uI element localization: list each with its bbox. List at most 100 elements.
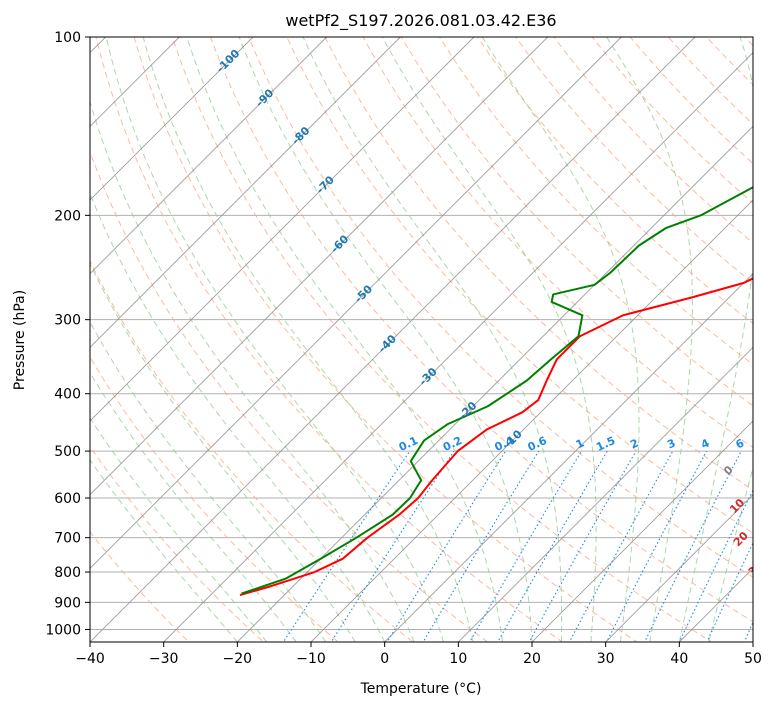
dry-adiabat bbox=[171, 37, 713, 642]
moist-adiabat bbox=[90, 459, 238, 642]
dry-adiabat bbox=[90, 150, 489, 642]
dewpoint-profile bbox=[241, 186, 753, 595]
x-tick-label: 50 bbox=[744, 651, 762, 667]
dry-adiabat bbox=[95, 37, 564, 642]
mixing-ratio-line bbox=[497, 450, 608, 642]
dry-adiabat bbox=[362, 37, 753, 449]
moist-adiabat-label: 0 bbox=[721, 463, 736, 478]
y-axis-label: Pressure (hPa) bbox=[12, 290, 28, 390]
moist-adiabat-label: 10 bbox=[727, 496, 747, 516]
y-tick-label: 400 bbox=[54, 387, 81, 403]
y-axis-ticks: 100 200 300 400 500 600 700 800 900 1000 bbox=[45, 30, 90, 638]
mixing-ratio-line bbox=[386, 450, 507, 642]
mixing-ratio-line bbox=[330, 450, 455, 642]
isotherm bbox=[679, 567, 753, 642]
dry-adiabat bbox=[476, 37, 753, 325]
isotherm bbox=[90, 37, 475, 422]
mixing-ratio-line bbox=[606, 450, 708, 642]
mixing-ratio-label: 4 bbox=[699, 436, 712, 451]
isotherm-label: -50 bbox=[352, 282, 375, 305]
isotherm bbox=[237, 125, 753, 642]
isotherm bbox=[163, 52, 753, 642]
mixing-ratio-line bbox=[767, 451, 775, 654]
dry-adiabat bbox=[133, 37, 638, 642]
isotherm bbox=[458, 346, 753, 642]
isotherm bbox=[605, 494, 753, 642]
y-tick-label: 500 bbox=[54, 444, 81, 460]
moist-adiabat bbox=[90, 262, 356, 642]
moist-adiabat bbox=[105, 37, 445, 642]
dry-adiabat bbox=[744, 37, 753, 47]
dry-adiabat bbox=[667, 37, 753, 125]
dry-adiabat bbox=[209, 37, 753, 623]
isotherm bbox=[90, 37, 327, 275]
isotherm bbox=[310, 199, 753, 642]
mixing-ratio-label: 8 bbox=[765, 436, 775, 451]
y-tick-label: 700 bbox=[54, 531, 81, 547]
moist-adiabat bbox=[381, 37, 597, 642]
x-tick-label: 30 bbox=[597, 651, 615, 667]
dry-adiabat bbox=[705, 37, 753, 86]
isotherm-label: -40 bbox=[376, 332, 399, 355]
dry-adiabat bbox=[90, 259, 414, 642]
mixing-ratio-lines bbox=[282, 450, 775, 654]
y-tick-label: 100 bbox=[54, 30, 81, 46]
moist-adiabat bbox=[90, 320, 327, 642]
moist-adiabat bbox=[606, 37, 693, 642]
dry-adiabat bbox=[90, 531, 190, 642]
moist-adiabat bbox=[142, 37, 474, 642]
moist-adiabats bbox=[90, 37, 753, 642]
moist-adiabat bbox=[90, 417, 268, 642]
dry-adiabat bbox=[90, 445, 265, 642]
dry-adiabat bbox=[90, 356, 339, 642]
isotherm bbox=[531, 420, 753, 642]
dry-adiabat bbox=[400, 37, 753, 407]
moist-adiabat bbox=[708, 465, 753, 642]
moist-adiabat-label: 40 bbox=[762, 586, 775, 606]
isotherm bbox=[90, 37, 548, 496]
mixing-ratio-line bbox=[706, 541, 753, 642]
dry-adiabat bbox=[591, 37, 753, 204]
mixing-ratio-line bbox=[644, 450, 742, 642]
x-tick-label: −20 bbox=[223, 651, 253, 667]
plot-area: 0.10.20.40.611.52346810131620253036-100-… bbox=[90, 24, 775, 654]
moist-adiabat bbox=[90, 371, 297, 642]
moist-adiabat bbox=[678, 37, 753, 642]
moist-adiabat bbox=[186, 37, 504, 642]
plot-frame bbox=[89, 36, 754, 643]
mixing-ratio-line bbox=[678, 489, 753, 642]
pressure-gridlines bbox=[90, 37, 753, 630]
x-tick-label: −40 bbox=[75, 651, 105, 667]
dry-adiabat bbox=[248, 37, 753, 578]
isotherm bbox=[90, 37, 696, 642]
isotherm-label: -30 bbox=[417, 365, 440, 388]
y-tick-label: 200 bbox=[54, 208, 81, 224]
mixing-ratio-label: 3 bbox=[665, 436, 677, 451]
dry-adiabat bbox=[553, 37, 753, 244]
moist-adiabat bbox=[90, 99, 415, 642]
isotherm bbox=[90, 37, 622, 569]
isotherms bbox=[90, 37, 753, 642]
moist-adiabat bbox=[238, 37, 533, 642]
isotherm-label: -60 bbox=[328, 232, 351, 255]
x-tick-label: 20 bbox=[523, 651, 541, 667]
y-tick-label: 300 bbox=[54, 313, 81, 329]
mixing-ratio-label: 6 bbox=[734, 436, 747, 451]
isotherm bbox=[384, 273, 753, 642]
mixing-ratio-line bbox=[743, 620, 753, 642]
sounding-profiles bbox=[239, 186, 753, 597]
moist-adiabat bbox=[90, 192, 386, 642]
dry-adiabat bbox=[438, 37, 753, 366]
moist-adiabat bbox=[481, 37, 640, 642]
mixing-ratio-label: 1 bbox=[574, 436, 586, 451]
isotherm bbox=[752, 641, 753, 642]
dry-adiabat bbox=[770, 24, 775, 654]
dry-adiabat bbox=[286, 37, 753, 534]
y-tick-label: 900 bbox=[54, 595, 81, 611]
isotherm-label: -100 bbox=[214, 47, 243, 76]
mixing-ratio-line bbox=[528, 450, 637, 642]
x-axis-ticks: −40 −30 −20 −10 0 10 20 30 40 50 bbox=[75, 642, 762, 667]
x-tick-label: −10 bbox=[296, 651, 326, 667]
x-axis-label: Temperature (°C) bbox=[360, 681, 482, 697]
